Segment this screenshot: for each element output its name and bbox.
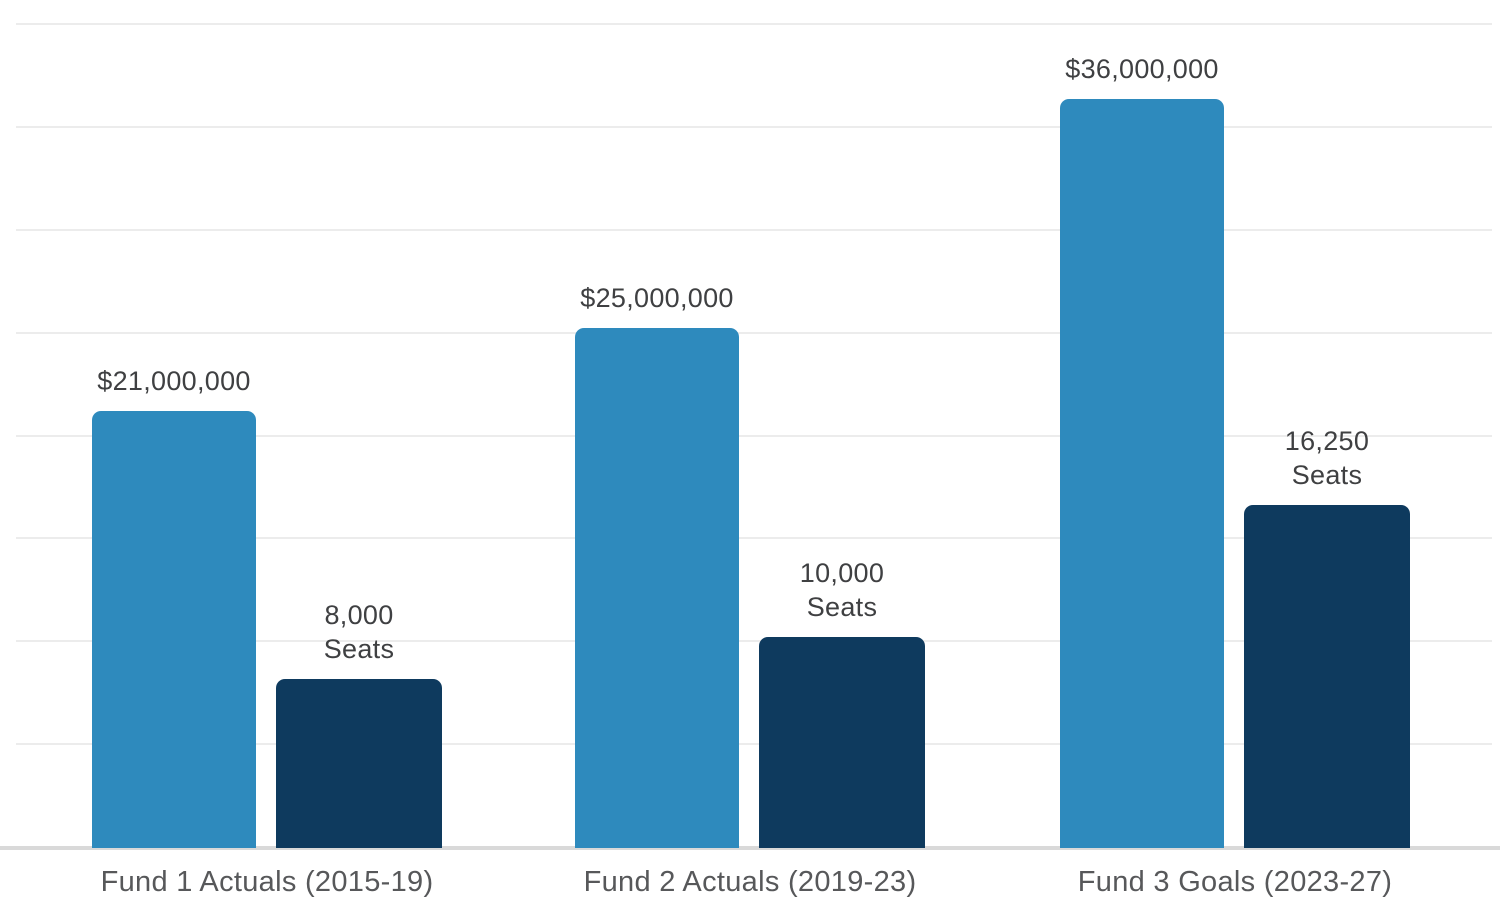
dollars-bar-fund-2: [575, 328, 739, 848]
value-label-line: $36,000,000: [1065, 54, 1219, 84]
gridline: [16, 23, 1492, 25]
seats-value-label-fund-1: 8,000 Seats: [324, 598, 395, 666]
value-label-line: Seats: [806, 592, 878, 622]
gridline: [16, 537, 1492, 539]
dollars-bar-fund-3: [1060, 99, 1224, 848]
dollars-value-label-fund-3: $36,000,000: [1065, 52, 1218, 86]
gridline: [16, 640, 1492, 642]
seats-bar-fund-1: [276, 679, 442, 848]
value-label-line: $25,000,000: [580, 283, 734, 313]
category-label-fund-2: Fund 2 Actuals (2019-23): [583, 866, 917, 898]
seats-bar-fund-3: [1244, 505, 1410, 848]
value-label-line: Seats: [1291, 460, 1363, 490]
value-label-line: Seats: [323, 634, 395, 664]
category-label-fund-1: Fund 1 Actuals (2015-19): [100, 866, 434, 898]
value-label-line: 8,000: [324, 600, 394, 630]
gridline: [16, 229, 1492, 231]
x-axis-line: [0, 846, 1500, 850]
category-label-fund-3: Fund 3 Goals (2023-27): [1077, 866, 1393, 898]
value-label-line: $21,000,000: [97, 366, 251, 396]
dollars-bar-fund-1: [92, 411, 256, 848]
gridline: [16, 332, 1492, 334]
dollars-value-label-fund-1: $21,000,000: [97, 364, 250, 398]
gridline: [16, 435, 1492, 437]
seats-value-label-fund-3: 16,250 Seats: [1285, 424, 1369, 492]
dollars-value-label-fund-2: $25,000,000: [580, 281, 733, 315]
gridline: [16, 126, 1492, 128]
gridline: [16, 743, 1492, 745]
value-label-line: 10,000: [799, 558, 885, 588]
value-label-line: 16,250: [1284, 426, 1370, 456]
seats-bar-fund-2: [759, 637, 925, 848]
seats-value-label-fund-2: 10,000 Seats: [800, 556, 884, 624]
